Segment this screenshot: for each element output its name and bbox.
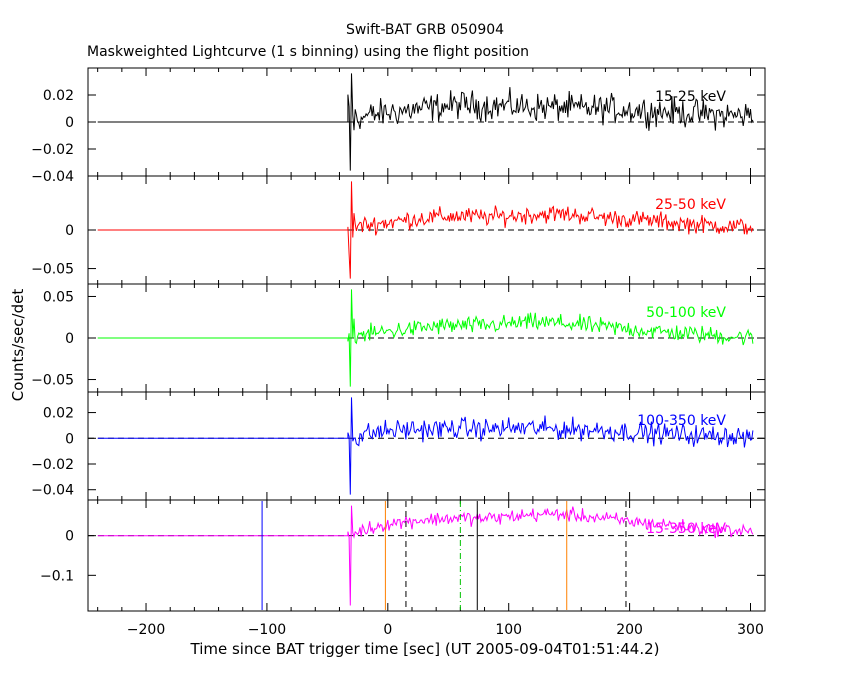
band-label: 15-25 keV bbox=[655, 89, 726, 105]
y-tick-label: −0.02 bbox=[31, 142, 74, 158]
series-line bbox=[97, 73, 754, 171]
y-tick-label: 0 bbox=[65, 223, 74, 239]
y-tick-label: 0.02 bbox=[43, 88, 74, 104]
y-tick-label: 0 bbox=[65, 529, 74, 545]
series-line bbox=[97, 397, 754, 495]
y-tick-label: −0.02 bbox=[31, 457, 74, 473]
panel-frame bbox=[87, 391, 766, 501]
panel-3: −0.04 −0.02 0 0.02 100-350 keV bbox=[31, 391, 766, 501]
panel-4: −0.1 0 15-350 keV bbox=[40, 499, 766, 612]
x-axis-label: Time since BAT trigger time [sec] (UT 20… bbox=[190, 640, 660, 658]
x-tick-label: 200 bbox=[616, 622, 643, 638]
y-tick-label: 0 bbox=[65, 115, 74, 131]
y-tick-label: 0 bbox=[65, 431, 74, 447]
band-label: 50-100 keV bbox=[646, 305, 726, 321]
panel-1: −0.05 0 25-50 keV bbox=[31, 175, 766, 285]
y-tick-label: −0.1 bbox=[40, 568, 74, 584]
x-tick-label: −200 bbox=[127, 622, 165, 638]
y-axis-label: Counts/sec/det bbox=[9, 288, 27, 402]
series-line bbox=[97, 289, 754, 387]
y-tick-label: −0.05 bbox=[31, 262, 74, 278]
band-label: 15-350 keV bbox=[646, 521, 726, 537]
y-tick-label: −0.04 bbox=[31, 169, 74, 185]
x-tick-label: 0 bbox=[383, 622, 392, 638]
band-label: 25-50 keV bbox=[655, 197, 726, 213]
x-tick-label: 300 bbox=[737, 622, 764, 638]
x-tick-label: 100 bbox=[495, 622, 522, 638]
series-line bbox=[97, 181, 754, 279]
panel-frame bbox=[87, 499, 766, 612]
chart-title: Swift-BAT GRB 050904 bbox=[345, 22, 505, 38]
band-label: 100-350 keV bbox=[637, 413, 726, 429]
y-tick-label: 0.05 bbox=[43, 289, 74, 305]
panel-0: −0.04 −0.02 0 0.02 15-25 keV bbox=[31, 67, 766, 185]
y-tick-label: −0.04 bbox=[31, 483, 74, 499]
y-tick-label: 0.02 bbox=[43, 406, 74, 422]
chart-subtitle: Maskweighted Lightcurve (1 s binning) us… bbox=[87, 44, 530, 60]
y-tick-label: 0 bbox=[65, 331, 74, 347]
y-tick-label: −0.05 bbox=[31, 373, 74, 389]
panel-2: −0.05 0 0.05 50-100 keV bbox=[31, 283, 766, 393]
series-line bbox=[97, 505, 754, 606]
x-tick-label: −100 bbox=[248, 622, 286, 638]
